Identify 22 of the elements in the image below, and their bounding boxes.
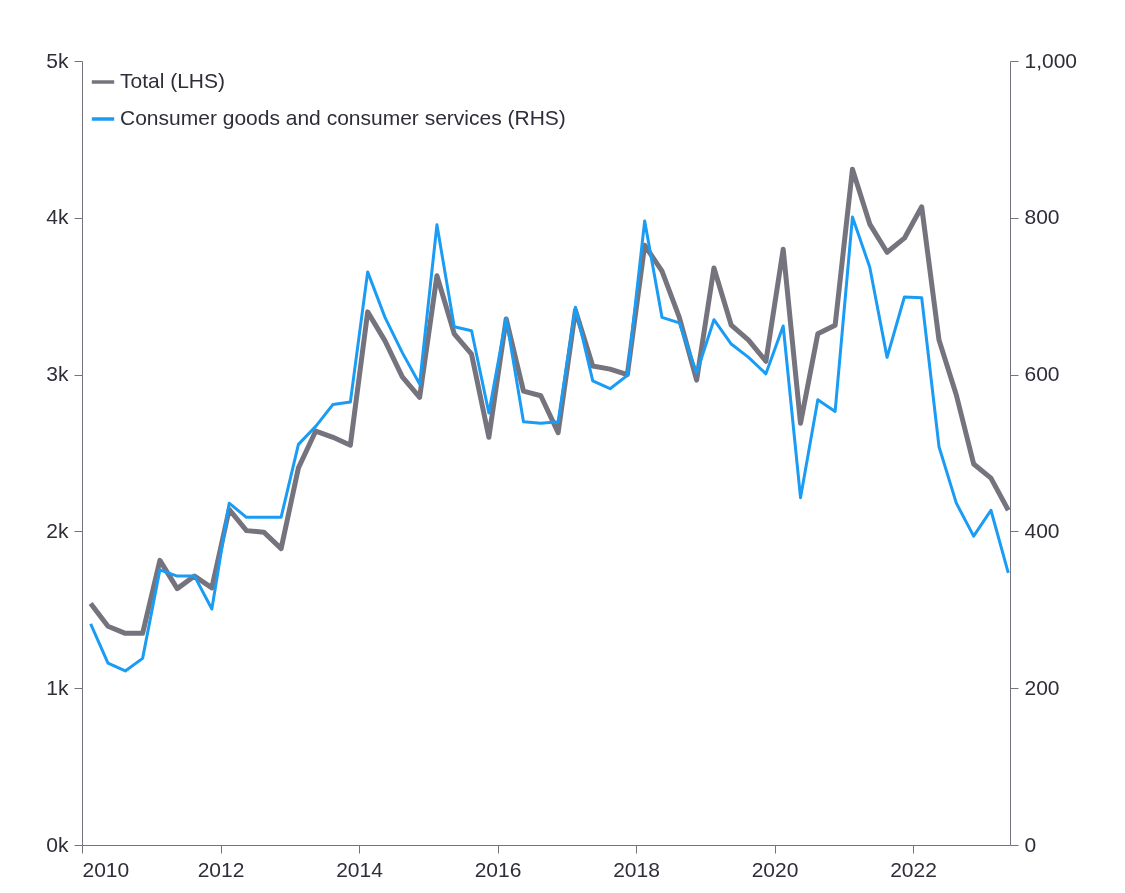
x-tick-label: 2012 xyxy=(197,857,245,881)
x-tick-label: 2020 xyxy=(751,857,799,881)
x-tick-label: 2022 xyxy=(890,857,937,881)
line-series xyxy=(89,215,1010,673)
y-tick-label: 1k xyxy=(46,675,69,699)
legend-label: Consumer goods and consumer services (RHS) xyxy=(120,106,566,129)
x-tick-label: 2016 xyxy=(474,857,522,881)
y-tick-label: 0k xyxy=(46,832,69,856)
y2-tick-label: 1,000 xyxy=(1024,48,1078,72)
y2-tick-label: 0 xyxy=(1024,832,1037,856)
y-tick-label: 2k xyxy=(46,518,69,542)
y-tick-label: 4k xyxy=(46,205,69,229)
y2-tick-label: 200 xyxy=(1024,675,1060,699)
y2-tick-label: 600 xyxy=(1024,362,1060,386)
x-tick-label: 2018 xyxy=(613,857,660,881)
x-tick-label: 2014 xyxy=(336,857,384,881)
y2-tick-label: 800 xyxy=(1024,205,1060,229)
y2-tick-label: 400 xyxy=(1024,518,1060,542)
x-tick-label: 2010 xyxy=(82,857,130,881)
y-tick-label: 3k xyxy=(46,362,69,386)
y-tick-label: 5k xyxy=(46,48,69,72)
legend-label: Total (LHS) xyxy=(120,69,226,92)
